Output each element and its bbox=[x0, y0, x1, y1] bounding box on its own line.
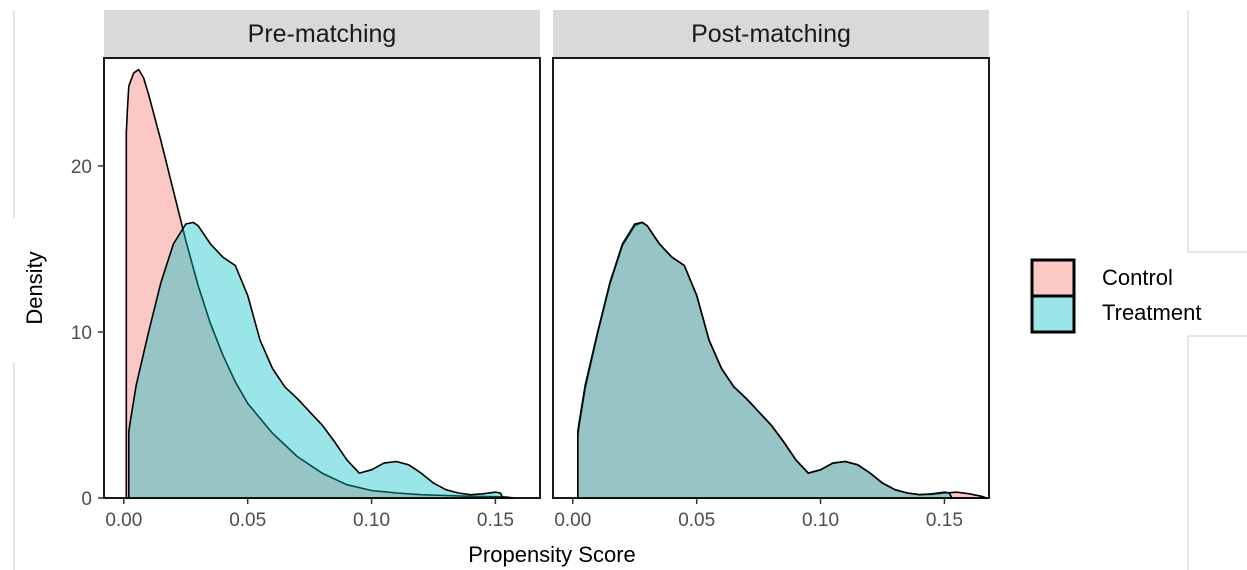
panel-post-matching: Post-matching 0.00 0.05 0.10 0.15 bbox=[552, 10, 990, 531]
density-area-treatment bbox=[577, 221, 953, 499]
strip-background bbox=[104, 10, 540, 58]
legend-label-treatment: Treatment bbox=[1102, 300, 1201, 325]
x-tick-label: 0.05 bbox=[678, 510, 715, 531]
x-tick-label: 0.10 bbox=[802, 510, 839, 531]
y-tick-label: 0 bbox=[81, 489, 92, 510]
density-areas bbox=[125, 68, 514, 499]
panel-title: Pre-matching bbox=[248, 20, 397, 48]
panel-pre-matching: Pre-matching 0.00 0.05 0.10 0.15 0 10 20 bbox=[71, 10, 541, 531]
legend-label-control: Control bbox=[1102, 265, 1173, 290]
x-tick-label: 0.00 bbox=[554, 510, 591, 531]
legend: Control Treatment bbox=[1030, 258, 1201, 334]
panel-title: Post-matching bbox=[691, 20, 851, 48]
density-areas bbox=[577, 221, 988, 499]
x-tick-label: 0.00 bbox=[105, 510, 142, 531]
y-axis-ticks: 0 10 20 bbox=[71, 157, 104, 510]
x-axis-ticks: 0.00 0.05 0.10 0.15 bbox=[105, 498, 514, 531]
density-area-treatment bbox=[128, 221, 504, 499]
y-axis-title: Density bbox=[22, 251, 47, 324]
legend-key-treatment bbox=[1030, 294, 1076, 334]
x-axis-title: Propensity Score bbox=[468, 542, 636, 567]
x-tick-label: 0.10 bbox=[353, 510, 390, 531]
y-tick-label: 10 bbox=[71, 323, 92, 344]
y-tick-label: 20 bbox=[71, 157, 92, 178]
strip-background bbox=[553, 10, 989, 58]
legend-key-control bbox=[1030, 258, 1076, 298]
background-frame bbox=[13, 10, 1247, 570]
x-tick-label: 0.15 bbox=[926, 510, 963, 531]
density-area-control bbox=[125, 68, 514, 499]
x-tick-label: 0.15 bbox=[477, 510, 514, 531]
x-tick-label: 0.05 bbox=[229, 510, 266, 531]
x-axis-ticks: 0.00 0.05 0.10 0.15 bbox=[554, 498, 963, 531]
